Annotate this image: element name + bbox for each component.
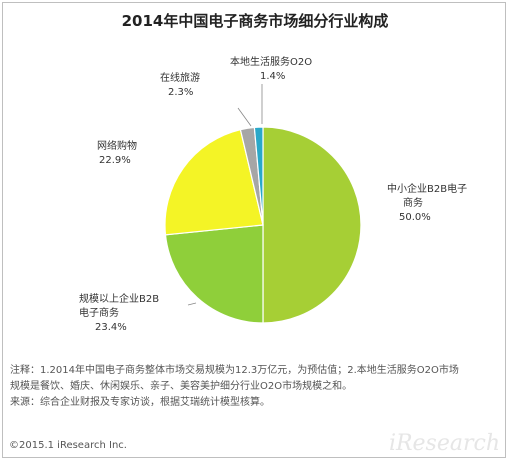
slice-label-name: 中小企业B2B电子	[387, 184, 468, 195]
slice-label-name: 本地生活服务O2O	[230, 57, 313, 68]
slice-value-label: 2.3%	[168, 87, 194, 98]
slice-label-name: 商务	[403, 198, 423, 209]
slice-label-name: 电子商务	[79, 308, 119, 319]
slice-label: 规模以上企业B2B 电子商务 23.4%	[79, 293, 159, 335]
pie-slice	[164, 128, 264, 236]
slice-label-name: 在线旅游	[160, 73, 200, 84]
leader-line	[237, 107, 252, 127]
slice-value-label: 1.4%	[260, 71, 286, 82]
chart-frame	[2, 2, 506, 458]
chart-title: 2014年中国电子商务市场细分行业构成	[121, 12, 389, 30]
chart-notes: 注释：1.2014年中国电子商务整体市场交易规模为12.3万亿元，为预估值；2.…	[10, 363, 500, 411]
slice-value-label: 50.0%	[399, 212, 431, 223]
leader-line	[187, 302, 197, 306]
note-line-1: 注释：1.2014年中国电子商务整体市场交易规模为12.3万亿元，为预估值；2.…	[10, 365, 459, 376]
slice-label: 在线旅游 2.3%	[160, 72, 200, 100]
pie-slice	[262, 126, 362, 324]
slice-label: 中小企业B2B电子商务 50.0%	[387, 183, 467, 225]
copyright-footer: ©2015.1 iResearch Inc.	[9, 440, 127, 451]
pie-slice	[253, 126, 264, 226]
note-source: 来源：综合企业财报及专家访谈，根据艾瑞统计模型核算。	[10, 397, 270, 408]
slice-label: 网络购物 22.9%	[97, 140, 137, 168]
note-line-2: 规模是餐饮、婚庆、休闲娱乐、亲子、美容美护细分行业O2O市场规模之和。	[10, 381, 353, 392]
slice-label-name: 规模以上企业B2B	[79, 294, 160, 305]
watermark: iResearch	[388, 431, 500, 456]
pie-slice	[164, 224, 264, 324]
slice-label: 本地生活服务O2O 1.4%	[230, 56, 312, 84]
slice-label-name: 网络购物	[97, 141, 137, 152]
slice-value-label: 23.4%	[95, 322, 127, 333]
slice-value-label: 22.9%	[99, 155, 131, 166]
